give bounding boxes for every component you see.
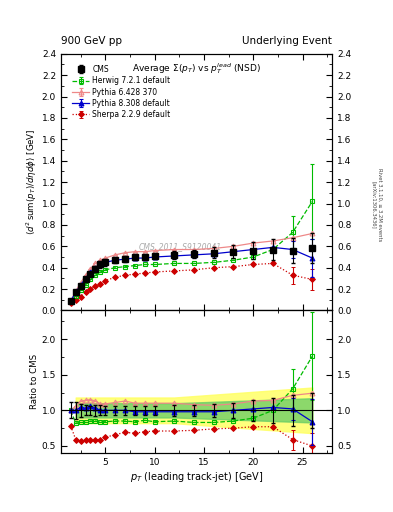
- Text: 900 GeV pp: 900 GeV pp: [61, 36, 122, 46]
- Legend: CMS, Herwig 7.2.1 default, Pythia 6.428 370, Pythia 8.308 default, Sherpa 2.2.9 : CMS, Herwig 7.2.1 default, Pythia 6.428 …: [70, 62, 174, 122]
- Text: Average $\Sigma(p_T)$ vs $p_T^{lead}$ (NSD): Average $\Sigma(p_T)$ vs $p_T^{lead}$ (N…: [132, 61, 261, 76]
- X-axis label: $p_T$ (leading track-jet) [GeV]: $p_T$ (leading track-jet) [GeV]: [130, 470, 263, 484]
- Text: [arXiv:1306.3436]: [arXiv:1306.3436]: [371, 181, 376, 229]
- Y-axis label: $\langle d^2\,\mathrm{sum}(p_T)/d\eta d\phi\rangle$ [GeV]: $\langle d^2\,\mathrm{sum}(p_T)/d\eta d\…: [24, 129, 39, 236]
- Y-axis label: Ratio to CMS: Ratio to CMS: [30, 354, 39, 410]
- Text: CMS_2011_S9120041: CMS_2011_S9120041: [139, 242, 222, 251]
- Text: Underlying Event: Underlying Event: [242, 36, 332, 46]
- Text: Rivet 3.1.10, ≥ 3.2M events: Rivet 3.1.10, ≥ 3.2M events: [377, 168, 382, 242]
